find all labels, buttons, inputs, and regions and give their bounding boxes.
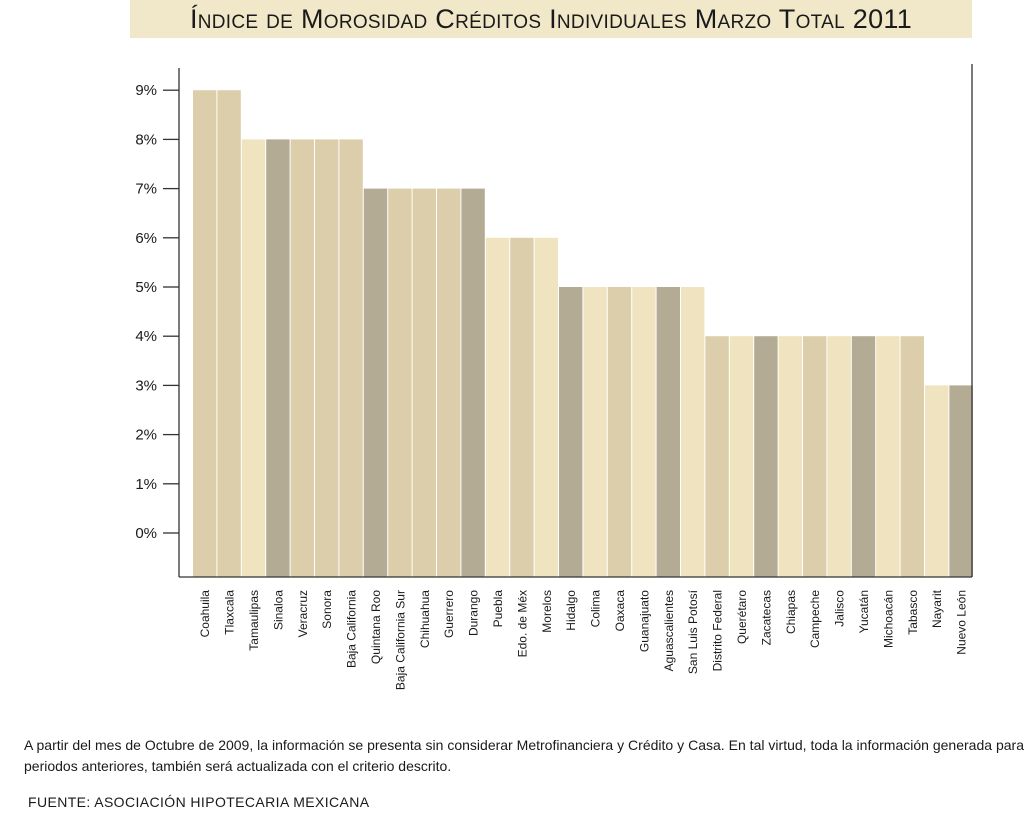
category-label: Nayarit [930,589,944,628]
category-label: Tamaulipas [247,590,261,651]
bar [412,188,436,577]
bar [485,237,510,578]
category-label: Sonora [320,590,334,629]
category-label: Colima [589,590,603,628]
footnote: A partir del mes de Octubre de 2009, la … [24,737,1024,774]
bar [681,287,705,577]
category-label: Tlaxcala [223,590,237,635]
category-label: Quintana Roo [369,590,383,664]
y-tick-label: 3% [135,377,157,394]
bar [217,90,241,577]
bar [705,336,729,577]
bar [534,237,558,578]
bar [266,139,290,577]
bar [339,139,363,577]
category-label: Querétaro [735,590,749,644]
bar [656,287,680,577]
category-label: Tabasco [906,590,920,635]
category-label: Yucatán [857,590,871,633]
chart-title-bar: Índice de Morosidad Créditos Individuale… [130,0,972,38]
bar [363,188,388,577]
y-axis-ticks: 0% 1% 2% 3% 4% 5% 6% 7% 8% 9% [135,82,179,542]
y-tick-label: 8% [135,131,157,148]
category-label: Chiapas [784,590,798,634]
category-label: Baja California Sur [393,590,407,690]
bar [900,336,924,577]
chart-title: Índice de Morosidad Créditos Individuale… [189,3,913,34]
bar [876,336,900,577]
category-label: Veracruz [296,590,310,637]
bar [388,188,412,577]
category-label: Puebla [491,590,505,628]
bar [803,336,827,577]
y-tick-label: 6% [135,230,157,247]
bar [827,336,851,577]
y-tick-label: 5% [135,279,157,296]
category-label: Michoacán [881,590,895,648]
bar [241,139,266,577]
category-label: Edo. de Méx [515,590,529,657]
category-label: Durango [467,590,481,636]
category-label: Chihuahua [418,590,432,648]
category-label: Guanajuato [637,590,651,652]
bar-chart: 0% 1% 2% 3% 4% 5% 6% 7% 8% 9% Coahuila Tlaxcala Tam… [135,64,973,690]
category-label: Nuevo León [955,590,969,655]
y-tick-label: 2% [135,427,157,444]
category-label: Distrito Federal [711,590,725,671]
category-label: Coahuila [198,590,212,638]
bar [729,336,754,577]
bar [754,336,778,577]
category-label: Aguascalientes [662,590,676,671]
category-label: Guerrero [442,590,456,638]
y-tick-label: 0% [135,525,157,542]
bar [510,237,534,578]
bar [437,188,461,577]
bar [193,90,217,577]
source-line: FUENTE: ASOCIACIÓN HIPOTECARIA MEXICANA [28,794,370,810]
category-label: Hidalgo [564,590,578,631]
bar [607,287,632,577]
bar [315,139,339,577]
bar [632,287,656,577]
category-label: Campeche [808,590,822,648]
category-label: Zacatecas [759,590,773,645]
y-tick-label: 9% [135,82,157,99]
bar [925,385,949,577]
y-tick-label: 7% [135,181,157,198]
category-label: Morelos [540,590,554,633]
category-label: Sinaloa [271,590,285,630]
bar [583,287,607,577]
y-tick-label: 4% [135,328,157,345]
category-label: Jalisco [833,590,847,627]
bars [193,90,973,578]
axes [178,64,973,578]
category-labels: Coahuila Tlaxcala Tamaulipas Sinaloa Veracru… [198,589,968,690]
bar [851,336,876,577]
category-label: Baja California [345,590,359,668]
bar [461,188,485,577]
category-label: Oaxaca [613,590,627,632]
bar [559,287,583,577]
category-label: San Luis Potosí [686,589,700,674]
bar [778,336,802,577]
y-tick-label: 1% [135,476,157,493]
bar [290,139,314,577]
bar [949,385,973,577]
